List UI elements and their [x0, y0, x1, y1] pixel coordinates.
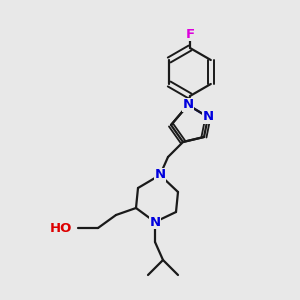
Text: N: N [182, 98, 194, 112]
Text: HO: HO [50, 221, 72, 235]
Text: N: N [149, 215, 161, 229]
Text: N: N [202, 110, 214, 124]
Text: F: F [185, 28, 195, 40]
Text: N: N [154, 169, 166, 182]
